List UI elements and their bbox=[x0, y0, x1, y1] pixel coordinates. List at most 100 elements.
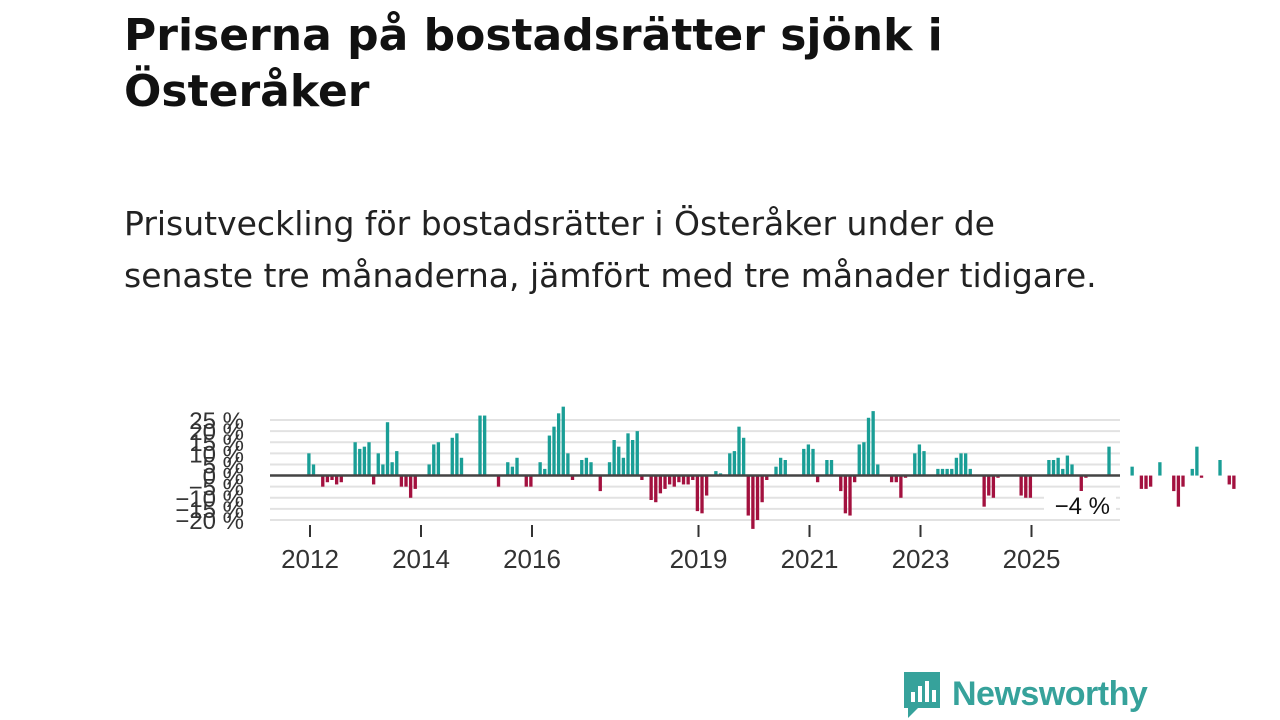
bar bbox=[353, 442, 357, 476]
bar bbox=[413, 475, 417, 489]
bar bbox=[658, 475, 663, 494]
x-tick-label: 2023 bbox=[892, 544, 950, 574]
bar bbox=[515, 457, 519, 476]
bar bbox=[839, 475, 843, 492]
bar bbox=[455, 433, 459, 476]
y-tick-label: 10 % bbox=[189, 441, 244, 468]
bar bbox=[556, 413, 561, 476]
bar bbox=[913, 453, 917, 476]
bar bbox=[714, 471, 718, 476]
bar bbox=[570, 475, 575, 480]
newsworthy-logo: Newsworthy bbox=[902, 668, 1148, 720]
bar bbox=[1172, 475, 1176, 492]
bar bbox=[612, 440, 616, 476]
bar bbox=[922, 451, 926, 476]
bar bbox=[598, 475, 602, 492]
bar bbox=[1158, 462, 1162, 476]
bar bbox=[561, 406, 565, 476]
bar bbox=[524, 475, 528, 487]
bar bbox=[686, 475, 690, 485]
bar bbox=[547, 435, 552, 476]
y-tick-label: 25 % bbox=[189, 408, 244, 435]
bar bbox=[404, 475, 408, 487]
bar bbox=[765, 475, 769, 480]
bar bbox=[1144, 475, 1148, 489]
bar bbox=[755, 475, 760, 520]
bar bbox=[584, 457, 589, 476]
bar bbox=[395, 451, 399, 476]
bar bbox=[1056, 457, 1060, 476]
bar bbox=[945, 468, 949, 476]
bar bbox=[760, 475, 764, 503]
bar bbox=[339, 475, 343, 483]
bar bbox=[1051, 460, 1056, 476]
bar bbox=[1218, 460, 1222, 476]
bar bbox=[681, 475, 686, 485]
bar bbox=[968, 468, 972, 476]
bar bbox=[695, 475, 700, 512]
bar bbox=[667, 475, 672, 485]
bar bbox=[1181, 475, 1185, 487]
bar bbox=[672, 475, 676, 487]
bar bbox=[1070, 464, 1074, 476]
y-tick-label: 5 % bbox=[203, 452, 244, 479]
bar bbox=[829, 460, 834, 476]
bar bbox=[635, 431, 639, 476]
bar bbox=[621, 457, 626, 476]
bar-chart: 25 %20 %15 %10 %5 %0 %−5 %−10 %−15 %−20 … bbox=[175, 406, 1236, 574]
bar bbox=[496, 475, 501, 487]
bar bbox=[376, 453, 380, 476]
bar bbox=[506, 462, 510, 476]
x-tick-label: 2012 bbox=[281, 544, 339, 574]
bar bbox=[408, 475, 413, 498]
bar bbox=[663, 475, 667, 489]
bar bbox=[566, 453, 570, 476]
bar bbox=[899, 475, 903, 498]
bar bbox=[843, 475, 848, 514]
x-tick-label: 2014 bbox=[392, 544, 450, 574]
x-tick-label: 2019 bbox=[670, 544, 728, 574]
bar bbox=[1061, 468, 1065, 476]
x-tick-label: 2025 bbox=[1003, 544, 1061, 574]
bar bbox=[871, 411, 875, 476]
bar bbox=[617, 446, 621, 476]
x-tick-label: 2016 bbox=[503, 544, 561, 574]
bar bbox=[1047, 460, 1051, 476]
bar bbox=[543, 468, 547, 476]
bar bbox=[774, 466, 778, 476]
bar bbox=[751, 475, 755, 529]
bar bbox=[427, 464, 431, 476]
y-tick-label: −10 % bbox=[175, 486, 244, 513]
bar bbox=[510, 466, 515, 476]
bar bbox=[330, 475, 334, 480]
bar bbox=[1107, 446, 1111, 476]
bar bbox=[478, 415, 482, 476]
bar bbox=[552, 426, 556, 476]
bar bbox=[959, 453, 963, 476]
bar bbox=[954, 457, 959, 476]
bar bbox=[936, 468, 940, 476]
bar bbox=[607, 462, 612, 476]
bar bbox=[1024, 475, 1028, 498]
bar bbox=[746, 475, 750, 516]
bar bbox=[825, 460, 829, 476]
y-tick-label: 0 % bbox=[203, 464, 244, 491]
bar bbox=[381, 464, 385, 476]
x-tick-label: 2021 bbox=[781, 544, 839, 574]
bar bbox=[848, 475, 852, 516]
bar bbox=[737, 426, 741, 476]
bar bbox=[700, 475, 704, 514]
bar bbox=[950, 468, 954, 476]
bar bbox=[894, 475, 898, 483]
bar bbox=[741, 437, 746, 476]
brand-name: Newsworthy bbox=[952, 674, 1148, 713]
bar bbox=[783, 460, 787, 476]
bar bbox=[704, 475, 709, 496]
bar bbox=[367, 442, 371, 476]
bar bbox=[1019, 475, 1023, 496]
bar bbox=[940, 468, 945, 476]
bar bbox=[1139, 475, 1144, 489]
bar bbox=[399, 475, 404, 487]
bar bbox=[1227, 475, 1231, 485]
bar bbox=[691, 475, 695, 480]
